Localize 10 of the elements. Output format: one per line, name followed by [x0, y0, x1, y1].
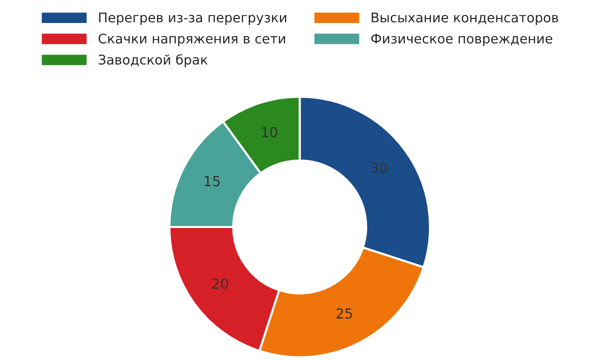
- data-label: 30: [372, 162, 388, 174]
- legend-label: Скачки напряжения в сети: [98, 34, 286, 46]
- legend-label: Физическое повреждение: [371, 34, 552, 46]
- data-label: 25: [336, 308, 352, 319]
- data-label: 20: [212, 278, 228, 289]
- legend-label: Заводской брак: [98, 54, 208, 68]
- data-label: 15: [204, 176, 220, 186]
- data-label: 10: [262, 126, 278, 138]
- legend-label: Перегрев из-за перегрузки: [99, 12, 286, 26]
- legend-label: Высыхание конденсаторов: [372, 12, 558, 26]
